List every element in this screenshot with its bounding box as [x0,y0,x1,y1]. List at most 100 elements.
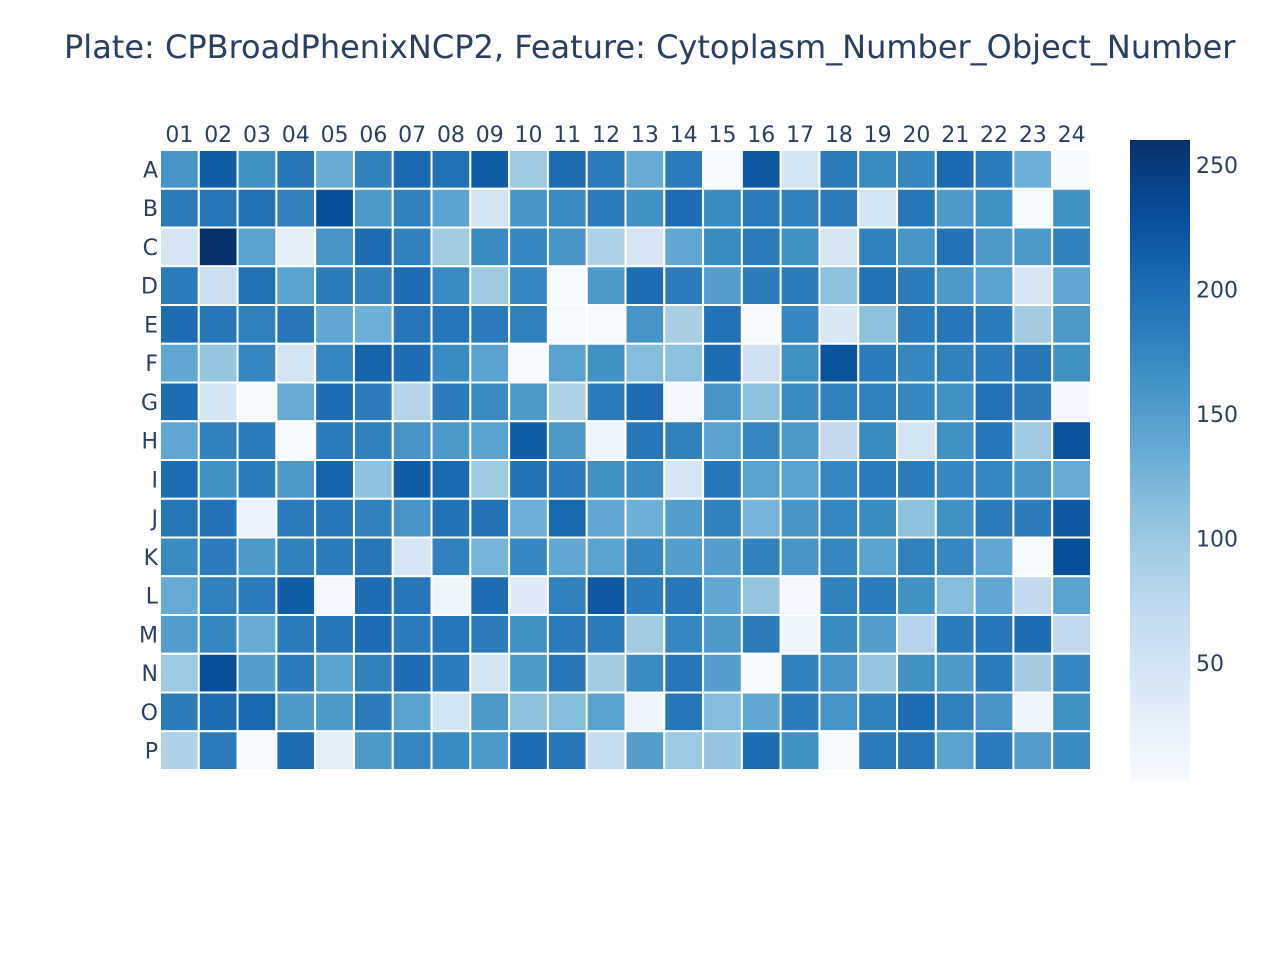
heatmap-cell-G09 [469,381,511,423]
heatmap-cell-O14 [663,691,705,733]
heatmap-cell-M13 [624,614,666,655]
heatmap-cell-D16 [740,265,782,306]
heatmap-cell-M21 [934,614,976,655]
x-tick-label: 17 [786,123,814,148]
heatmap-cell-G01 [159,381,200,423]
heatmap-cell-K20 [896,536,937,578]
heatmap-cell-P13 [624,730,666,771]
heatmap-cell-K07 [391,536,433,578]
heatmap-cell-F13 [624,342,666,384]
heatmap-cell-P12 [585,730,627,771]
heatmap-cell-K18 [818,536,860,578]
y-tick-label: B [143,197,158,222]
heatmap-cell-B16 [740,187,782,229]
y-tick-label: K [144,546,159,571]
heatmap-cell-D03 [236,265,278,306]
heatmap-cell-N19 [857,652,899,694]
heatmap-cell-E14 [663,304,705,345]
heatmap-cell-B13 [624,187,666,229]
heatmap-cell-A06 [352,149,394,190]
y-tick-label: L [146,585,159,610]
heatmap-cell-H05 [314,420,355,461]
heatmap-cell-I07 [391,459,433,500]
heatmap-cell-A20 [896,149,937,190]
heatmap-cell-I23 [1012,459,1054,500]
heatmap-cell-J04 [275,497,317,539]
heatmap-cell-H16 [740,420,782,461]
heatmap-cell-N08 [430,652,472,694]
heatmap-cell-O01 [159,691,200,733]
x-tick-label: 06 [359,123,387,148]
heatmap-cell-I05 [314,459,355,500]
heatmap-cell-F07 [391,342,433,384]
heatmap-cell-M17 [779,614,821,655]
heatmap-cell-E15 [702,304,743,345]
heatmap-cell-B04 [275,187,317,229]
heatmap-cell-K23 [1012,536,1054,578]
heatmap-cell-J11 [546,497,588,539]
heatmap-cell-J07 [391,497,433,539]
heatmap-cell-I12 [585,459,627,500]
heatmap-cell-P02 [197,730,239,771]
heatmap-cell-J24 [1051,497,1093,539]
heatmap-cell-C18 [818,226,860,268]
heatmap-cell-D15 [702,265,743,306]
heatmap-cell-C12 [585,226,627,268]
y-tick-label: A [143,158,158,183]
heatmap-cell-F01 [159,342,200,384]
heatmap-cell-E12 [585,304,627,345]
heatmap-cell-N23 [1012,652,1054,694]
heatmap-cell-H19 [857,420,899,461]
heatmap-cell-D13 [624,265,666,306]
heatmap-cell-B07 [391,187,433,229]
heatmap-cell-O12 [585,691,627,733]
heatmap-cells [159,149,1093,771]
heatmap-cell-D12 [585,265,627,306]
heatmap-cell-L03 [236,575,278,616]
x-tick-label: 21 [941,123,969,148]
heatmap-cell-B23 [1012,187,1054,229]
heatmap-cell-L10 [508,575,549,616]
heatmap-cell-P04 [275,730,317,771]
x-tick-label: 02 [204,123,232,148]
heatmap-cell-N24 [1051,652,1093,694]
heatmap-cell-G11 [546,381,588,423]
heatmap-cell-K12 [585,536,627,578]
heatmap-cell-K02 [197,536,239,578]
heatmap-cell-B05 [314,187,355,229]
heatmap-cell-I18 [818,459,860,500]
x-tick-label: 05 [321,123,349,148]
heatmap-cell-J09 [469,497,511,539]
heatmap-cell-B15 [702,187,743,229]
heatmap-cell-F12 [585,342,627,384]
heatmap-cell-C06 [352,226,394,268]
heatmap-cell-C21 [934,226,976,268]
heatmap-cell-F09 [469,342,511,384]
heatmap-cell-E13 [624,304,666,345]
heatmap-cell-M14 [663,614,705,655]
heatmap-cell-P16 [740,730,782,771]
heatmap-cell-I20 [896,459,937,500]
heatmap-cell-A14 [663,149,705,190]
heatmap-cell-K17 [779,536,821,578]
heatmap-cell-I24 [1051,459,1093,500]
heatmap-cell-P06 [352,730,394,771]
heatmap-cell-A05 [314,149,355,190]
heatmap-cell-M02 [197,614,239,655]
heatmap-cell-E06 [352,304,394,345]
heatmap-cell-A10 [508,149,549,190]
heatmap-cell-A15 [702,149,743,190]
heatmap-cell-C20 [896,226,937,268]
y-tick-label: J [150,507,159,532]
heatmap-cell-M19 [857,614,899,655]
heatmap-cell-O18 [818,691,860,733]
heatmap-cell-D24 [1051,265,1093,306]
heatmap-cell-O09 [469,691,511,733]
heatmap-cell-K09 [469,536,511,578]
heatmap-cell-G04 [275,381,317,423]
heatmap-cell-G14 [663,381,705,423]
heatmap-cell-H21 [934,420,976,461]
heatmap-cell-D09 [469,265,511,306]
heatmap-cell-G16 [740,381,782,423]
heatmap-cell-E08 [430,304,472,345]
